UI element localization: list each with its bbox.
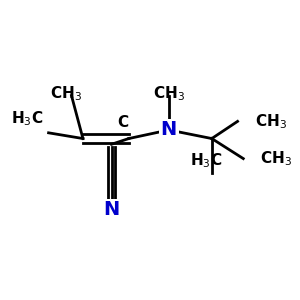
Text: CH$_3$: CH$_3$ [153, 84, 185, 103]
Text: CH$_3$: CH$_3$ [50, 84, 82, 103]
Text: CH$_3$: CH$_3$ [260, 149, 292, 168]
Text: H$_3$C: H$_3$C [190, 151, 222, 170]
Text: CH$_3$: CH$_3$ [255, 113, 287, 131]
Text: N: N [103, 200, 120, 219]
Text: C: C [118, 115, 129, 130]
Text: H$_3$C: H$_3$C [11, 109, 43, 128]
Text: N: N [161, 121, 177, 140]
